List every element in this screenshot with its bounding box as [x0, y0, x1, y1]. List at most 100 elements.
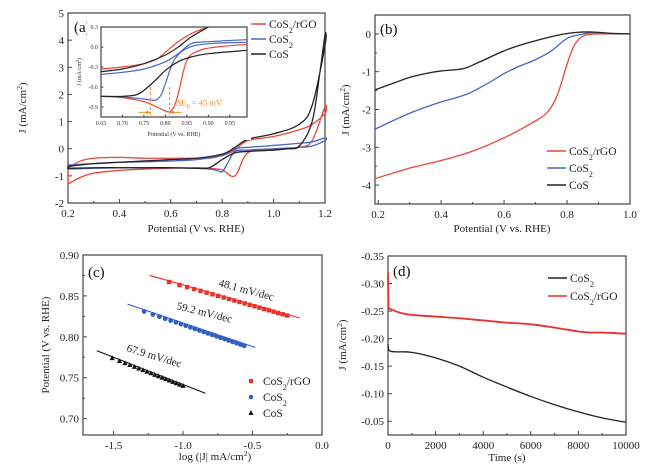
plot-frame	[82, 254, 323, 436]
data-point-circle	[222, 336, 228, 342]
y-tick-label: 0.90	[60, 250, 80, 262]
delta-ep-annotation: ΔEP = 45 mV	[176, 98, 223, 111]
data-point-triangle	[136, 365, 142, 371]
data-point-triangle	[127, 362, 133, 368]
inset-y-axis-label: J (mA/cm2)	[75, 58, 84, 86]
data-point-circle	[197, 328, 202, 333]
data-point-square	[280, 312, 285, 317]
data-point-circle	[214, 333, 219, 339]
y-tick-label: 3	[59, 62, 65, 74]
data-point-square	[242, 301, 247, 306]
data-point-square	[191, 286, 197, 292]
inset-y-tick-label: 0.0	[91, 45, 99, 51]
inset-x-tick-label: 0.85	[182, 121, 193, 127]
data-point-triangle	[109, 355, 115, 361]
data-point-triangle	[148, 370, 154, 376]
x-axis-label: Potential (V vs. RHE)	[454, 223, 551, 235]
data-point-triangle	[163, 376, 169, 382]
series-line	[67, 137, 328, 173]
data-point-square	[198, 288, 203, 294]
inset-series-line	[101, 27, 209, 73]
data-point-square	[237, 299, 242, 305]
data-point-circle	[218, 335, 223, 341]
data-point-circle	[183, 323, 189, 329]
data-point-square	[184, 284, 190, 290]
panel-b: 0.2 0.4 0.6 0.8 1.0 0 -1 -2 -3 -4 Potential (V vs.…	[338, 14, 637, 235]
data-point-square	[285, 313, 290, 318]
y-tick-label: 5	[59, 8, 65, 20]
data-point-triangle	[131, 364, 138, 369]
x-tick-label: 0.6	[164, 208, 178, 220]
inset-series-line	[101, 49, 247, 98]
arrowhead-right	[169, 110, 174, 115]
data-point-square	[266, 308, 272, 313]
data-point-circle	[201, 329, 207, 335]
data-point-circle	[173, 319, 179, 325]
panel-label: (b)	[380, 22, 398, 38]
inset-y-tick-label: 0.3	[91, 25, 99, 31]
y-tick-label: -4	[362, 180, 372, 192]
inset-x-tick-label: 0.95	[225, 121, 236, 127]
inset-series-line	[101, 41, 247, 102]
y-tick-label: 2	[59, 89, 65, 101]
x-tick-label: -1.0	[174, 440, 192, 452]
inset-frame	[100, 26, 248, 118]
data-point-circle	[237, 342, 243, 347]
y-tick-label: -0.05	[361, 416, 384, 428]
legend-marker	[249, 379, 253, 383]
y-tick-label: -0.30	[361, 279, 384, 291]
data-point-triangle	[155, 373, 162, 379]
inset-x-tick-label: 0.70	[117, 121, 128, 127]
y-tick-label: 0	[59, 144, 65, 156]
data-point-square	[275, 310, 281, 316]
y-tick-label: -2	[55, 198, 64, 210]
data-point-circle	[150, 312, 156, 317]
data-point-square	[210, 292, 215, 297]
x-tick-label: 0.8	[560, 209, 574, 221]
legend-label: CoS2	[269, 34, 293, 50]
x-axis-label: Potential (V vs. RHE)	[148, 223, 245, 235]
data-point-square	[252, 304, 257, 309]
panel-a: 0.2 0.4 0.6 0.8 1.0 1.2 -2 -1 0 1 2 3 4 5 Potential (V…	[15, 8, 332, 235]
data-point-circle	[168, 318, 174, 323]
data-point-square	[257, 305, 262, 310]
y-tick-label: -2	[362, 105, 371, 117]
x-tick-label: 10000	[612, 440, 640, 452]
x-tick-label: 1.0	[623, 209, 637, 221]
y-tick-label: -0.10	[361, 389, 384, 401]
panel-c: -1.5 -1.0 -0.5 0.0 0.90 0.85 0.80 0.75 0.70 log (…	[40, 250, 329, 463]
legend-label: CoS	[263, 408, 283, 420]
legend-label: CoS2	[569, 163, 593, 179]
x-tick-label: -0.5	[244, 440, 262, 452]
data-point-triangle	[144, 368, 150, 374]
y-axis-label: J (mA/cm2)	[15, 82, 30, 134]
data-point-circle	[192, 326, 198, 332]
data-point-triangle	[152, 372, 158, 377]
x-tick-label: 2000	[425, 440, 448, 452]
x-axis-label: Time (s)	[488, 452, 526, 464]
arrowhead-left	[146, 110, 151, 115]
data-point-circle	[162, 316, 168, 322]
y-tick-label: 1	[59, 117, 65, 129]
legend-label: CoS2	[263, 392, 287, 408]
data-point-triangle	[140, 367, 146, 373]
data-point-triangle	[173, 380, 179, 386]
y-axis-label: J (mA/cm2)	[335, 319, 350, 371]
x-tick-label: 0	[385, 440, 391, 452]
series-line	[67, 32, 327, 170]
legend-marker	[248, 394, 254, 400]
data-point-square	[221, 295, 226, 300]
panel-label: (d)	[393, 264, 411, 280]
slope-label: 48.1 mV/dec	[217, 277, 275, 303]
data-point-triangle	[122, 360, 128, 366]
inset-x-tick-label: 0.65	[96, 121, 107, 127]
y-tick-label: 4	[59, 35, 65, 47]
data-point-square	[204, 290, 209, 295]
x-tick-label: 0.2	[61, 208, 75, 220]
data-point-square	[177, 282, 182, 288]
data-point-square	[226, 296, 232, 302]
y-tick-label: 0.85	[60, 291, 80, 303]
series-line	[387, 272, 627, 335]
x-tick-label: 4000	[472, 440, 495, 452]
panel-d: 0 2000 4000 6000 8000 10000 -0.35 -0.30 -0.25 -0.…	[335, 251, 641, 464]
